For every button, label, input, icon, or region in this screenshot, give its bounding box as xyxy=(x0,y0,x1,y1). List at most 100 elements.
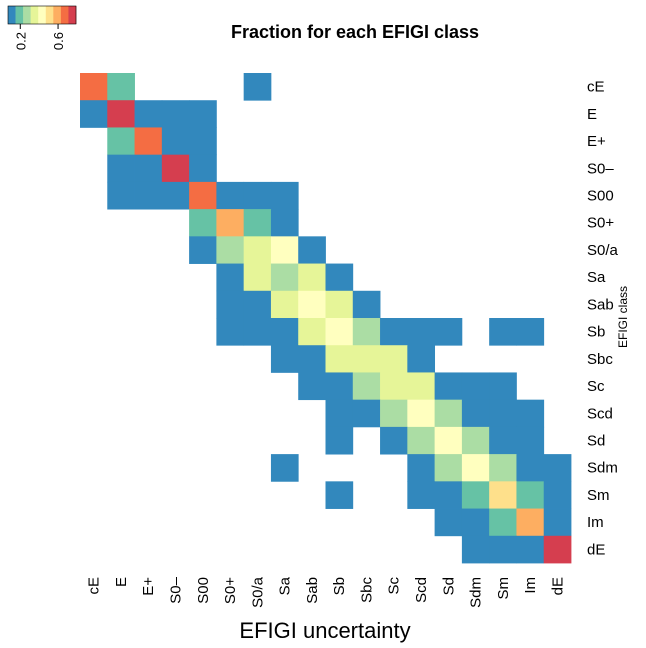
x-tick-label: S0+ xyxy=(222,577,239,604)
heatmap-cell xyxy=(216,209,245,237)
heatmap-cell xyxy=(434,426,463,455)
heatmap-cell xyxy=(270,236,299,264)
heatmap-cell xyxy=(216,290,245,319)
y-tick-label: Sa xyxy=(587,269,606,286)
heatmap-cell xyxy=(107,100,135,128)
heatmap-cell xyxy=(161,100,190,128)
heatmap-cell xyxy=(270,181,299,210)
y-tick-label: Sbc xyxy=(587,351,613,368)
heatmap-cell xyxy=(407,454,436,482)
x-tick-label: Sa xyxy=(277,576,294,595)
heatmap-cell xyxy=(189,100,217,128)
heatmap-cell xyxy=(461,426,490,455)
heatmap-cell xyxy=(243,209,272,237)
heatmap-cell xyxy=(380,345,408,373)
chart-title: Fraction for each EFIGI class xyxy=(231,22,479,42)
x-tick-label: E+ xyxy=(140,577,157,596)
heatmap-cell xyxy=(407,481,436,509)
heatmap-cell xyxy=(298,372,326,401)
heatmap-cell xyxy=(407,399,436,428)
heatmap-cell xyxy=(516,535,545,564)
heatmap-cell xyxy=(80,100,108,128)
heatmap-cell xyxy=(489,318,517,346)
x-tick-label: Sb xyxy=(331,577,348,595)
color-key-frame xyxy=(7,5,77,25)
y-tick-label: Sdm xyxy=(587,460,618,477)
heatmap-cell xyxy=(434,372,463,401)
y-tick-label: E+ xyxy=(587,133,606,150)
heatmap-cell xyxy=(489,508,517,537)
heatmap-cell xyxy=(107,73,135,101)
heatmap-cell xyxy=(161,181,190,210)
heatmap-cell xyxy=(516,426,545,455)
heatmap-cell xyxy=(134,100,163,128)
heatmap-cell xyxy=(189,209,217,237)
heatmap-cell xyxy=(407,426,436,455)
y-tick-label: Sb xyxy=(587,324,605,341)
heatmap-cell xyxy=(489,372,517,401)
heatmap-cell xyxy=(107,154,135,183)
x-tick-label: S0/a xyxy=(249,576,266,608)
heatmap-cell xyxy=(352,345,381,373)
x-tick-label: Sbc xyxy=(358,577,375,603)
y-tick-label: Scd xyxy=(587,405,613,422)
heatmap-cell xyxy=(270,209,299,237)
x-axis-label: EFIGI uncertainty xyxy=(239,618,410,643)
heatmap-cell xyxy=(543,535,572,564)
heatmap-cell xyxy=(161,127,190,156)
heatmap-cell xyxy=(380,372,408,401)
heatmap-cell xyxy=(270,290,299,319)
heatmap-cell xyxy=(243,263,272,292)
heatmap-cell xyxy=(489,454,517,482)
y-tick-label: S00 xyxy=(587,188,614,205)
heatmap-cell xyxy=(161,154,190,183)
color-key-bin xyxy=(53,6,62,24)
heatmap-cell xyxy=(543,508,572,537)
y-tick-label: Sc xyxy=(587,378,605,395)
heatmap-cell xyxy=(216,236,245,264)
heatmap-cell xyxy=(325,372,354,401)
color-key-bin xyxy=(38,6,47,24)
heatmap-cell xyxy=(298,290,326,319)
x-tick-label: dE xyxy=(549,577,566,595)
x-tick-label: E xyxy=(113,577,130,587)
heatmap-cell xyxy=(543,481,572,509)
heatmap-cell xyxy=(189,236,217,264)
color-key-bin xyxy=(60,6,69,24)
heatmap-cell xyxy=(134,181,163,210)
heatmap-cell xyxy=(380,399,408,428)
heatmap-cell xyxy=(461,535,490,564)
heatmap-cell xyxy=(325,290,354,319)
heatmap-cell xyxy=(270,454,299,482)
heatmap-cell xyxy=(461,372,490,401)
y-tick-label: Sab xyxy=(587,296,614,313)
heatmap-cell xyxy=(325,399,354,428)
heatmap-cell xyxy=(243,236,272,264)
heatmap-cell xyxy=(434,454,463,482)
y-tick-label: S0+ xyxy=(587,215,614,232)
heatmap-cell xyxy=(80,73,108,101)
heatmap-cell xyxy=(216,318,245,346)
heatmap-cell xyxy=(243,181,272,210)
heatmap-cell xyxy=(516,318,545,346)
heatmap-cell xyxy=(325,481,354,509)
heatmap-cell xyxy=(461,399,490,428)
y-tick-label: E xyxy=(587,106,597,123)
heatmap-cell xyxy=(270,345,299,373)
x-tick-label: S00 xyxy=(195,577,212,604)
heatmap-cell xyxy=(134,127,163,156)
color-key-bin xyxy=(15,6,24,24)
x-tick-label: Sab xyxy=(304,577,321,604)
heatmap-cell xyxy=(380,318,408,346)
heatmap-cell xyxy=(243,318,272,346)
heatmap-cell xyxy=(407,345,436,373)
heatmap-cell xyxy=(543,454,572,482)
heatmap-cell xyxy=(216,181,245,210)
color-key-tick-label: 0.2 xyxy=(13,32,28,50)
x-tick-label: Im xyxy=(522,577,539,594)
heatmap-cell xyxy=(298,318,326,346)
heatmap-cell xyxy=(134,154,163,183)
heatmap-cell xyxy=(298,345,326,373)
heatmap-cell xyxy=(516,399,545,428)
